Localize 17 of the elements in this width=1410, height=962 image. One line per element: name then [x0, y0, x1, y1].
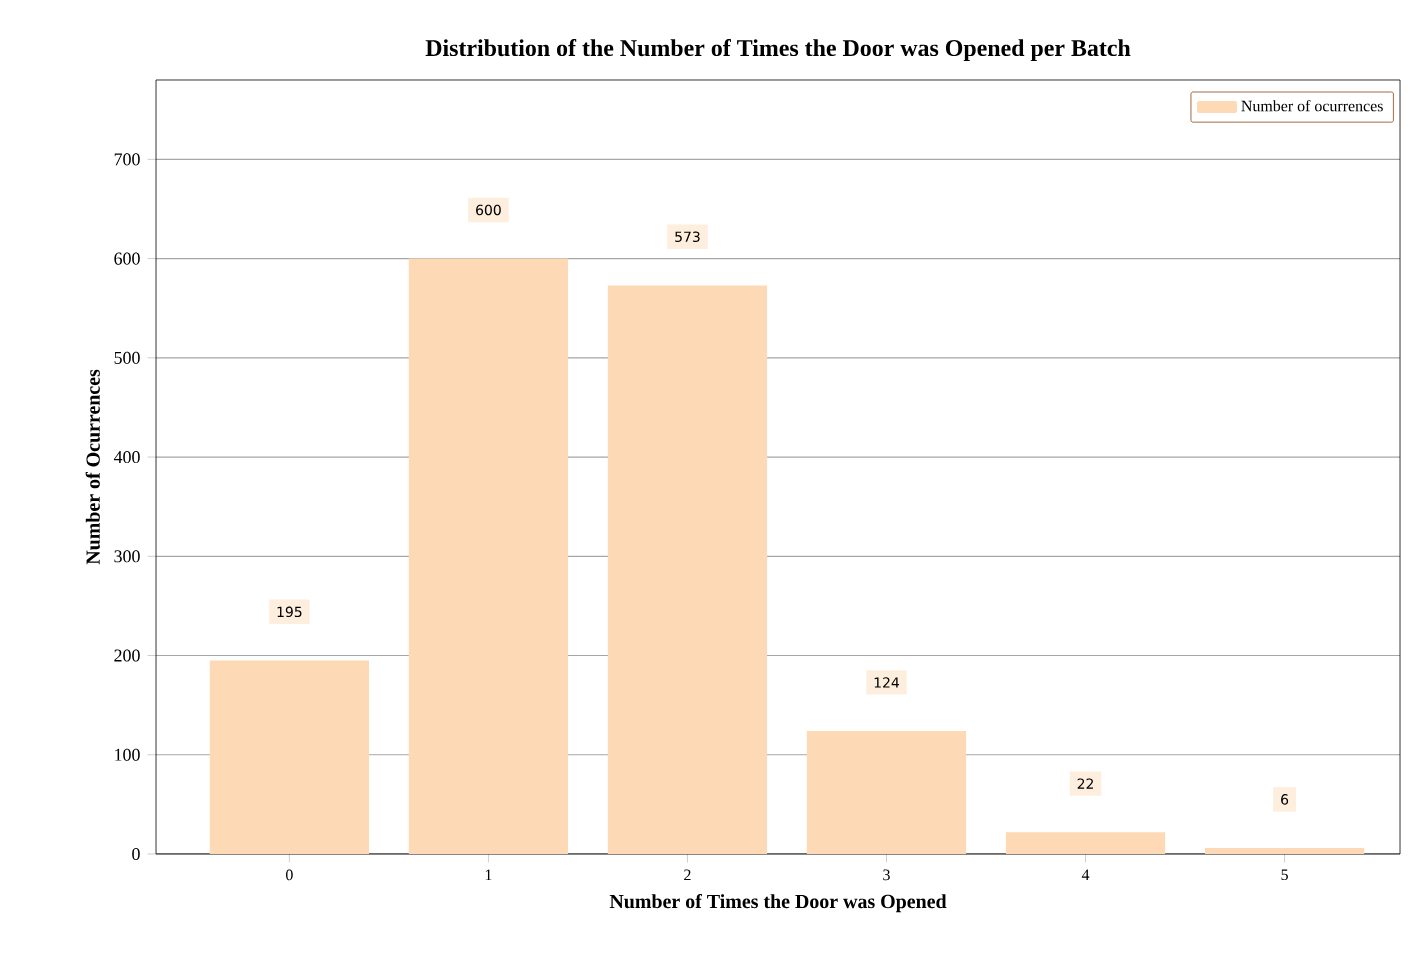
bar	[1204, 848, 1365, 854]
y-axis-title: Number of Ocurrences	[85, 369, 100, 565]
y-tick-label: 700	[114, 153, 140, 166]
y-tick-label: 400	[113, 451, 140, 464]
bar	[209, 660, 369, 854]
y-tick-label: 300	[114, 550, 140, 563]
y-tick-label: 100	[115, 748, 140, 761]
x-axis-title: Number of Times the Door was Opened	[609, 893, 947, 913]
y-tick-label: 200	[114, 649, 140, 662]
chart-title: Distribution of the Number of Times the Door was Opened per Batch	[425, 39, 1131, 61]
bar	[1005, 832, 1166, 854]
y-tick-label: 600	[114, 252, 140, 265]
y-tick-label: 500	[114, 351, 140, 364]
bar	[408, 258, 569, 854]
y-tick-label: 0	[132, 847, 140, 861]
bar	[607, 285, 768, 854]
bar	[806, 730, 967, 854]
